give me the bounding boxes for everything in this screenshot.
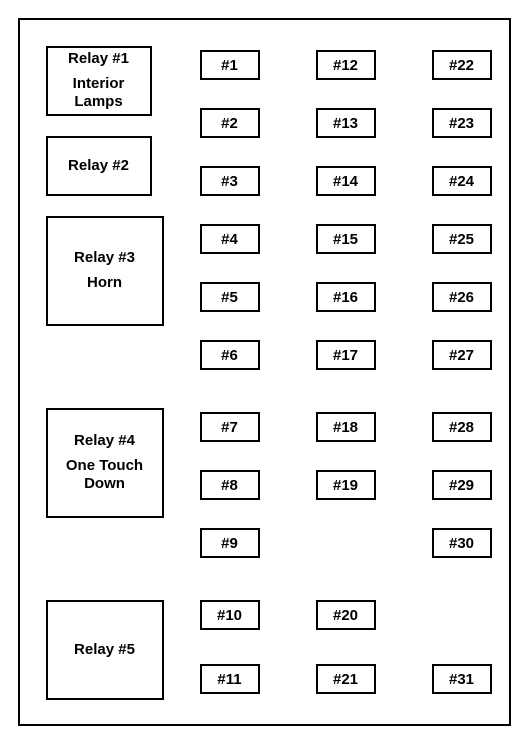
fuse-12: #12 bbox=[316, 50, 376, 80]
fuse-label: #25 bbox=[449, 231, 474, 248]
fuse-15: #15 bbox=[316, 224, 376, 254]
fuse-label: #21 bbox=[333, 671, 358, 688]
fuse-24: #24 bbox=[432, 166, 492, 196]
fuse-25: #25 bbox=[432, 224, 492, 254]
relay-subtitle: One Touch Down bbox=[54, 457, 156, 495]
fuse-label: #31 bbox=[449, 671, 474, 688]
fuse-label: #30 bbox=[449, 535, 474, 552]
relay-3: Relay #3 Horn bbox=[46, 216, 164, 326]
fuse-label: #28 bbox=[449, 419, 474, 436]
fuse-label: #27 bbox=[449, 347, 474, 364]
fuse-16: #16 bbox=[316, 282, 376, 312]
fuse-label: #16 bbox=[333, 289, 358, 306]
fuse-label: #9 bbox=[221, 535, 238, 552]
fuse-label: #23 bbox=[449, 115, 474, 132]
fuse-2: #2 bbox=[200, 108, 260, 138]
relay-5: Relay #5 bbox=[46, 600, 164, 700]
relay-4: Relay #4 One Touch Down bbox=[46, 408, 164, 518]
fuse-30: #30 bbox=[432, 528, 492, 558]
fuse-label: #22 bbox=[449, 57, 474, 74]
fuse-20: #20 bbox=[316, 600, 376, 630]
fuse-27: #27 bbox=[432, 340, 492, 370]
fuse-6: #6 bbox=[200, 340, 260, 370]
fuse-label: #4 bbox=[221, 231, 238, 248]
fuse-19: #19 bbox=[316, 470, 376, 500]
relay-title: Relay #1 bbox=[68, 50, 129, 69]
fuse-label: #13 bbox=[333, 115, 358, 132]
fuse-9: #9 bbox=[200, 528, 260, 558]
fuse-28: #28 bbox=[432, 412, 492, 442]
fuse-23: #23 bbox=[432, 108, 492, 138]
fuse-label: #14 bbox=[333, 173, 358, 190]
fuse-3: #3 bbox=[200, 166, 260, 196]
fuse-label: #15 bbox=[333, 231, 358, 248]
fuse-11: #11 bbox=[200, 664, 260, 694]
relay-1: Relay #1 Interior Lamps bbox=[46, 46, 152, 116]
fuse-label: #26 bbox=[449, 289, 474, 306]
fuse-label: #18 bbox=[333, 419, 358, 436]
fuse-label: #24 bbox=[449, 173, 474, 190]
fuse-label: #10 bbox=[217, 607, 242, 624]
fuse-label: #17 bbox=[333, 347, 358, 364]
fuse-5: #5 bbox=[200, 282, 260, 312]
fuse-29: #29 bbox=[432, 470, 492, 500]
fuse-label: #8 bbox=[221, 477, 238, 494]
relay-subtitle: Interior Lamps bbox=[54, 75, 144, 113]
fuse-label: #11 bbox=[217, 671, 241, 688]
fuse-label: #1 bbox=[221, 57, 238, 74]
relay-title: Relay #3 bbox=[74, 249, 135, 268]
fuse-31: #31 bbox=[432, 664, 492, 694]
fuse-26: #26 bbox=[432, 282, 492, 312]
fuse-22: #22 bbox=[432, 50, 492, 80]
fuse-label: #19 bbox=[333, 477, 358, 494]
relay-title: Relay #5 bbox=[74, 641, 135, 660]
fuse-14: #14 bbox=[316, 166, 376, 196]
fuse-box-panel: Relay #1 Interior Lamps Relay #2 Relay #3 Ho… bbox=[18, 18, 511, 726]
fuse-4: #4 bbox=[200, 224, 260, 254]
fuse-13: #13 bbox=[316, 108, 376, 138]
fuse-18: #18 bbox=[316, 412, 376, 442]
fuse-8: #8 bbox=[200, 470, 260, 500]
relay-title: Relay #2 bbox=[68, 157, 129, 176]
relay-2: Relay #2 bbox=[46, 136, 152, 196]
fuse-label: #3 bbox=[221, 173, 238, 190]
fuse-label: #7 bbox=[221, 419, 238, 436]
fuse-label: #6 bbox=[221, 347, 238, 364]
fuse-10: #10 bbox=[200, 600, 260, 630]
fuse-label: #2 bbox=[221, 115, 238, 132]
fuse-label: #20 bbox=[333, 607, 358, 624]
fuse-7: #7 bbox=[200, 412, 260, 442]
fuse-1: #1 bbox=[200, 50, 260, 80]
fuse-17: #17 bbox=[316, 340, 376, 370]
fuse-label: #29 bbox=[449, 477, 474, 494]
relay-title: Relay #4 bbox=[74, 432, 135, 451]
fuse-21: #21 bbox=[316, 664, 376, 694]
fuse-label: #5 bbox=[221, 289, 238, 306]
relay-subtitle: Horn bbox=[87, 274, 122, 293]
fuse-label: #12 bbox=[333, 57, 358, 74]
